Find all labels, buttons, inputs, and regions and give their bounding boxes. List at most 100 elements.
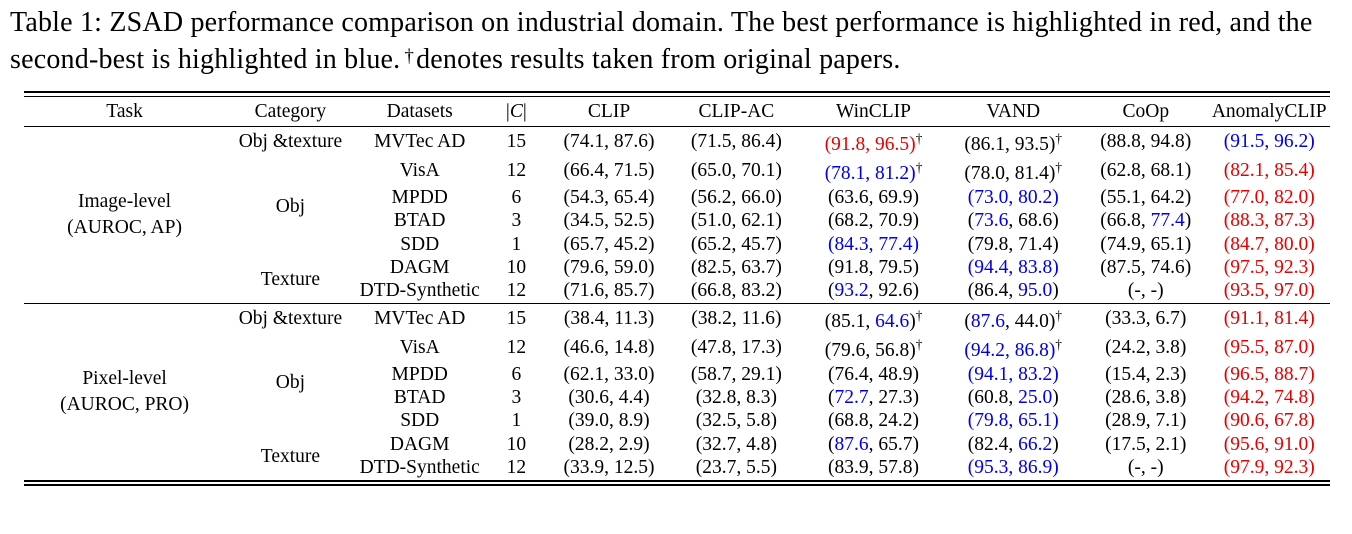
dataset-cell: VisA	[399, 160, 440, 182]
table-row: Obj VisA 12 (66.4, 71.5) (65.0, 70.1) (78.1, …	[24, 156, 1330, 216]
table-row: BTAD 3 (30.6, 4.4) (32.8, 8.3) (72.7, 27.3) (…	[24, 386, 1330, 409]
result-cell: (95.5, 87.0)	[1223, 337, 1315, 359]
result-cell: (84.3, 77.4)	[828, 233, 919, 255]
result-cell: (68.2, 70.9)	[828, 210, 919, 232]
result-cell: (82.4, 66.2)	[967, 433, 1059, 455]
category-cell: Texture	[260, 268, 321, 290]
num-classes-cell: 10	[506, 433, 527, 455]
result-cell: (63.6, 69.9)	[828, 186, 919, 208]
table-body: Image-level (AUROC, AP) Obj &texture MVTec …	[24, 127, 1330, 480]
result-cell: (94.2, 86.8)†	[964, 337, 1063, 362]
result-cell: (78.1, 81.2)†	[824, 160, 923, 185]
result-cell: (47.8, 17.3)	[690, 337, 782, 359]
dagger-symbol: †	[915, 307, 923, 323]
num-classes-cell: 12	[506, 160, 527, 182]
result-cell: (30.6, 4.4)	[568, 387, 650, 409]
table-row: SDD 1 (65.7, 45.2) (65.2, 45.7) (84.3, 77.4)…	[24, 233, 1330, 256]
dataset-cell: SDD	[400, 410, 440, 432]
dataset-cell: DAGM	[389, 433, 450, 455]
dataset-cell: VisA	[399, 337, 440, 359]
result-cell: (66.4, 71.5)	[563, 160, 655, 182]
table-top-rule	[24, 91, 1330, 97]
result-cell: (74.1, 87.6)	[563, 131, 655, 152]
result-cell: (86.1, 93.5)†	[964, 131, 1063, 155]
column-header-task: Task	[24, 97, 226, 127]
result-cell: (65.2, 45.7)	[690, 233, 782, 255]
results-table-wrapper: Task Category Datasets |C| CLIP CLIP-AC WinCLI…	[24, 91, 1330, 486]
dagger-symbol: †	[404, 46, 415, 67]
result-cell: (32.5, 5.8)	[695, 410, 777, 432]
caption-text-before: Table 1: ZSAD performance comparison on …	[10, 7, 1313, 75]
result-cell: (34.5, 52.5)	[563, 210, 655, 232]
table-row: Pixel-level (AUROC, PRO) Obj &texture MVTec…	[24, 302, 1330, 480]
column-header-coop: CoOp	[1083, 97, 1209, 127]
dagger-symbol: †	[1055, 131, 1063, 146]
result-cell: (82.5, 63.7)	[690, 257, 782, 279]
result-cell: (82.1, 85.4)	[1223, 160, 1315, 182]
result-cell: (91.5, 96.2)	[1223, 131, 1315, 152]
result-cell: (38.4, 11.3)	[548, 302, 670, 334]
num-classes-cell: 12	[506, 280, 527, 302]
result-cell: (88.8, 94.8)	[1100, 131, 1192, 152]
num-classes-cell: 1	[511, 410, 522, 432]
dataset-cell: MPDD	[391, 186, 448, 208]
result-cell: (65.7, 45.2)	[563, 233, 655, 255]
result-cell: (62.8, 68.1)	[1100, 160, 1192, 182]
num-classes-cell: 1	[511, 233, 522, 255]
result-cell: (39.0, 8.9)	[568, 410, 650, 432]
result-cell: (15.4, 2.3)	[1105, 363, 1187, 385]
column-header-category: Category	[225, 97, 356, 127]
result-cell: (78.0, 81.4)†	[964, 160, 1063, 185]
result-cell: (33.9, 12.5)	[563, 457, 655, 479]
result-cell: (76.4, 48.9)	[828, 363, 919, 385]
column-header-datasets: Datasets	[355, 97, 484, 127]
caption-text-after: denotes results taken from original pape…	[416, 44, 901, 75]
result-cell: (62.1, 33.0)	[563, 363, 655, 385]
result-cell: (60.8, 25.0)	[967, 387, 1059, 409]
table-row: Texture DAGM 10 (79.6, 59.0) (82.5, 63.7) (91…	[24, 256, 1330, 290]
result-cell: (87.6, 65.7)	[828, 433, 919, 455]
category-cell: Obj &texture	[225, 302, 356, 334]
dataset-cell: DTD-Synthetic	[359, 280, 480, 302]
table-header: Task Category Datasets |C| CLIP CLIP-AC WinCLI…	[24, 97, 1330, 127]
result-cell: (68.8, 24.2)	[828, 410, 919, 432]
result-cell: (91.8, 96.5)†	[824, 131, 923, 155]
column-header-winclip: WinCLIP	[803, 97, 944, 127]
result-cell: (58.7, 29.1)	[690, 363, 782, 385]
result-cell: (55.1, 64.2)	[1100, 186, 1192, 208]
result-cell: (88.3, 87.3)	[1223, 210, 1315, 232]
result-cell: (28.6, 3.8)	[1105, 387, 1187, 409]
result-cell: (32.7, 4.8)	[695, 433, 777, 455]
result-cell: (84.7, 80.0)	[1223, 233, 1315, 255]
result-cell: (86.4, 95.0)	[967, 280, 1059, 302]
table-row: Texture DAGM 10 (28.2, 2.9) (32.7, 4.8) (87.6…	[24, 433, 1330, 467]
result-cell: (97.5, 92.3)	[1223, 257, 1315, 279]
num-classes-cell: 6	[511, 186, 522, 208]
table-row: MPDD 6 (62.1, 33.0) (58.7, 29.1) (76.4, 48.9…	[24, 363, 1330, 386]
result-cell: (83.9, 57.8)	[828, 457, 919, 479]
result-cell: (79.8, 71.4)	[967, 233, 1059, 255]
result-cell: (96.5, 88.7)	[1223, 363, 1315, 385]
num-classes-cell: 12	[506, 457, 527, 479]
column-header-vand: VAND	[943, 97, 1084, 127]
result-cell: (54.3, 65.4)	[563, 186, 655, 208]
header-row: Task Category Datasets |C| CLIP CLIP-AC WinCLI…	[24, 97, 1330, 127]
result-cell: (95.6, 91.0)	[1223, 433, 1315, 455]
result-cell: (24.2, 3.8)	[1105, 337, 1187, 359]
num-classes-cell: 15	[483, 302, 549, 334]
dataset-cell: MPDD	[391, 363, 448, 385]
result-cell: (90.6, 67.8)	[1223, 410, 1315, 432]
category-cell: Obj	[275, 372, 306, 394]
result-cell: (94.1, 83.2)	[967, 363, 1059, 385]
category-cell: Obj &texture	[238, 131, 343, 152]
result-cell: (77.0, 82.0)	[1223, 186, 1315, 208]
num-classes-cell: 10	[506, 257, 527, 279]
result-cell: (66.8, 77.4)	[1100, 210, 1192, 232]
dataset-cell: DAGM	[389, 257, 450, 279]
table-row: BTAD 3 (34.5, 52.5) (51.0, 62.1) (68.2, 70.9…	[24, 209, 1330, 232]
dataset-cell: BTAD	[393, 387, 446, 409]
dagger-symbol: †	[915, 131, 923, 146]
num-classes-cell: 12	[506, 337, 527, 359]
dataset-cell: MVTec AD	[355, 302, 484, 334]
